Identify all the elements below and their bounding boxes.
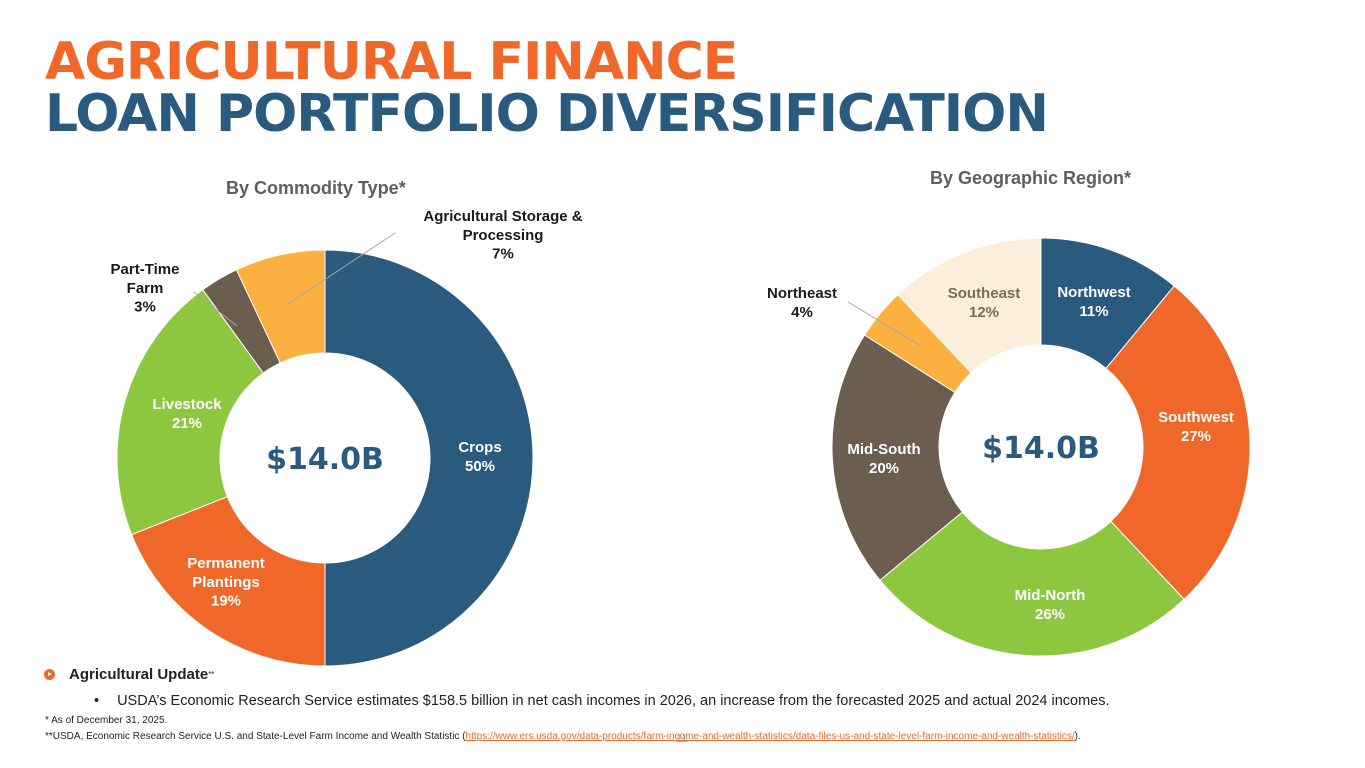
chart1-center-total: $14.0B xyxy=(266,442,384,477)
usda-source-link[interactable]: https://www.ers.usda.gov/data-products/f… xyxy=(465,731,1075,742)
chart1-label-livestock: Livestock 21% xyxy=(152,396,222,432)
title-line-2: LOAN PORTFOLIO DIVERSIFICATION xyxy=(45,84,1049,144)
footnote-2-suffix: ). xyxy=(1074,731,1081,742)
region-chart-title: By Geographic Region* xyxy=(930,168,1132,188)
chart2-slice-mid-north xyxy=(879,511,1185,657)
bullet-marker: • xyxy=(94,693,100,709)
chart1-label-part-time-farm: Part-Time Farm 3% xyxy=(111,261,180,316)
chart2-label-northwest: Northwest 11% xyxy=(1057,284,1130,320)
agricultural-update-heading: Agricultural Update ** xyxy=(44,666,214,683)
update-bullet-text: USDA’s Economic Research Service estimat… xyxy=(117,693,1110,709)
chart2-label-southwest: Southwest 27% xyxy=(1158,409,1234,445)
title-line-1: AGRICULTURAL FINANCE xyxy=(45,32,738,92)
chart2-label-northeast: Northeast 4% xyxy=(767,285,837,321)
page-number: 11 xyxy=(676,733,688,745)
chart1-label-agricultural-storage-processing: Agricultural Storage & Processing 7% xyxy=(423,208,582,263)
chart1-slice-livestock xyxy=(116,289,264,536)
chart1-slice-permanent-plantings xyxy=(130,496,326,667)
chart2-leader-northeast xyxy=(847,301,922,347)
update-heading-sup: ** xyxy=(208,670,215,679)
update-bullet: • USDA’s Economic Research Service estima… xyxy=(94,693,1110,709)
chart1-slice-crops xyxy=(324,249,534,667)
update-heading-text: Agricultural Update xyxy=(69,666,209,683)
chart1-leader-part-time-farm xyxy=(193,291,238,327)
chart2-label-southeast: Southeast 12% xyxy=(948,285,1021,321)
chart1-label-permanent-plantings: Permanent Plantings 19% xyxy=(187,555,265,610)
chart1-label-crops: Crops 50% xyxy=(458,439,501,475)
footnote-2-prefix: **USDA, Economic Research Service U.S. a… xyxy=(45,731,466,742)
chart2-slice-southwest xyxy=(1105,285,1251,601)
chart2-slice-mid-south xyxy=(831,334,964,581)
chart2-slice-southeast xyxy=(897,237,1042,374)
commodity-chart-title: By Commodity Type* xyxy=(226,178,406,198)
play-circle-icon xyxy=(44,669,55,680)
chart1-leader-agricultural-storage-processing xyxy=(287,232,396,305)
chart2-label-mid-north: Mid-North 26% xyxy=(1015,587,1086,623)
footnote-1: * As of December 31, 2025. xyxy=(45,715,168,726)
chart2-label-mid-south: Mid-South 20% xyxy=(847,441,920,477)
chart1-slice-agricultural-storage-processing xyxy=(235,249,326,364)
chart2-center-total: $14.0B xyxy=(982,431,1100,466)
footnote-2: **USDA, Economic Research Service U.S. a… xyxy=(45,731,1081,742)
